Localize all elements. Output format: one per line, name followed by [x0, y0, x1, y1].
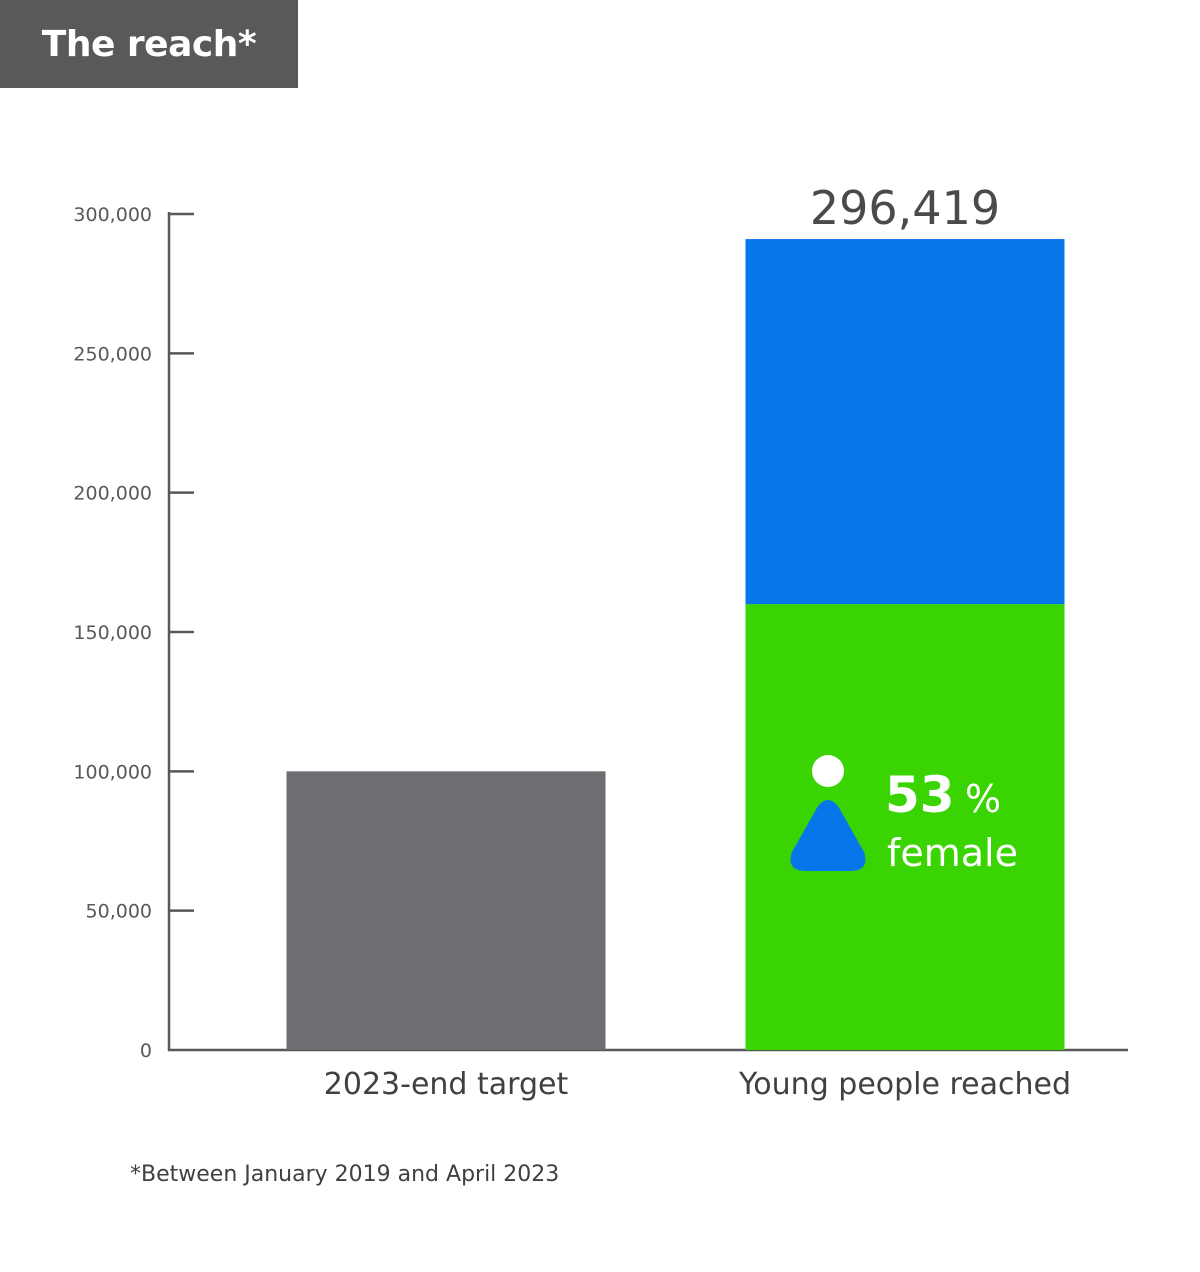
y-tick-label: 100,000 [73, 761, 152, 783]
y-tick-label: 200,000 [73, 483, 152, 505]
category-label: Young people reached [738, 1067, 1071, 1102]
y-tick-label: 250,000 [73, 343, 152, 365]
axes: 0 50,000 100,000 150,000 200,000 250,000 300,0… [73, 204, 1128, 1062]
person-body-icon [790, 800, 866, 871]
bar-target [286, 771, 606, 1050]
percent-label: female [887, 831, 1018, 875]
category-label: 2023-end target [324, 1067, 569, 1102]
chart-title: The reach* [0, 0, 298, 88]
bars [286, 239, 1065, 1050]
person-head-icon [812, 755, 844, 787]
y-tick-label: 300,000 [73, 204, 152, 226]
female-annotation: 53 % female [790, 755, 1018, 875]
labels: 2023-end target Young people reached 296,4… [324, 181, 1071, 1102]
y-tick-label: 0 [140, 1040, 152, 1062]
bar-remaining [745, 239, 1065, 605]
bar-total-label: 296,419 [810, 181, 1000, 235]
person-icon [790, 755, 866, 871]
percent-number: 53 [885, 766, 955, 824]
percent-sign: % [965, 777, 1001, 821]
bar-female [745, 604, 1065, 1050]
y-tick-label: 50,000 [86, 901, 152, 923]
bar-chart: 0 50,000 100,000 150,000 200,000 250,000 300,0… [73, 181, 1128, 1102]
footnote: *Between January 2019 and April 2023 [130, 1162, 560, 1187]
y-tick-label: 150,000 [73, 622, 152, 644]
